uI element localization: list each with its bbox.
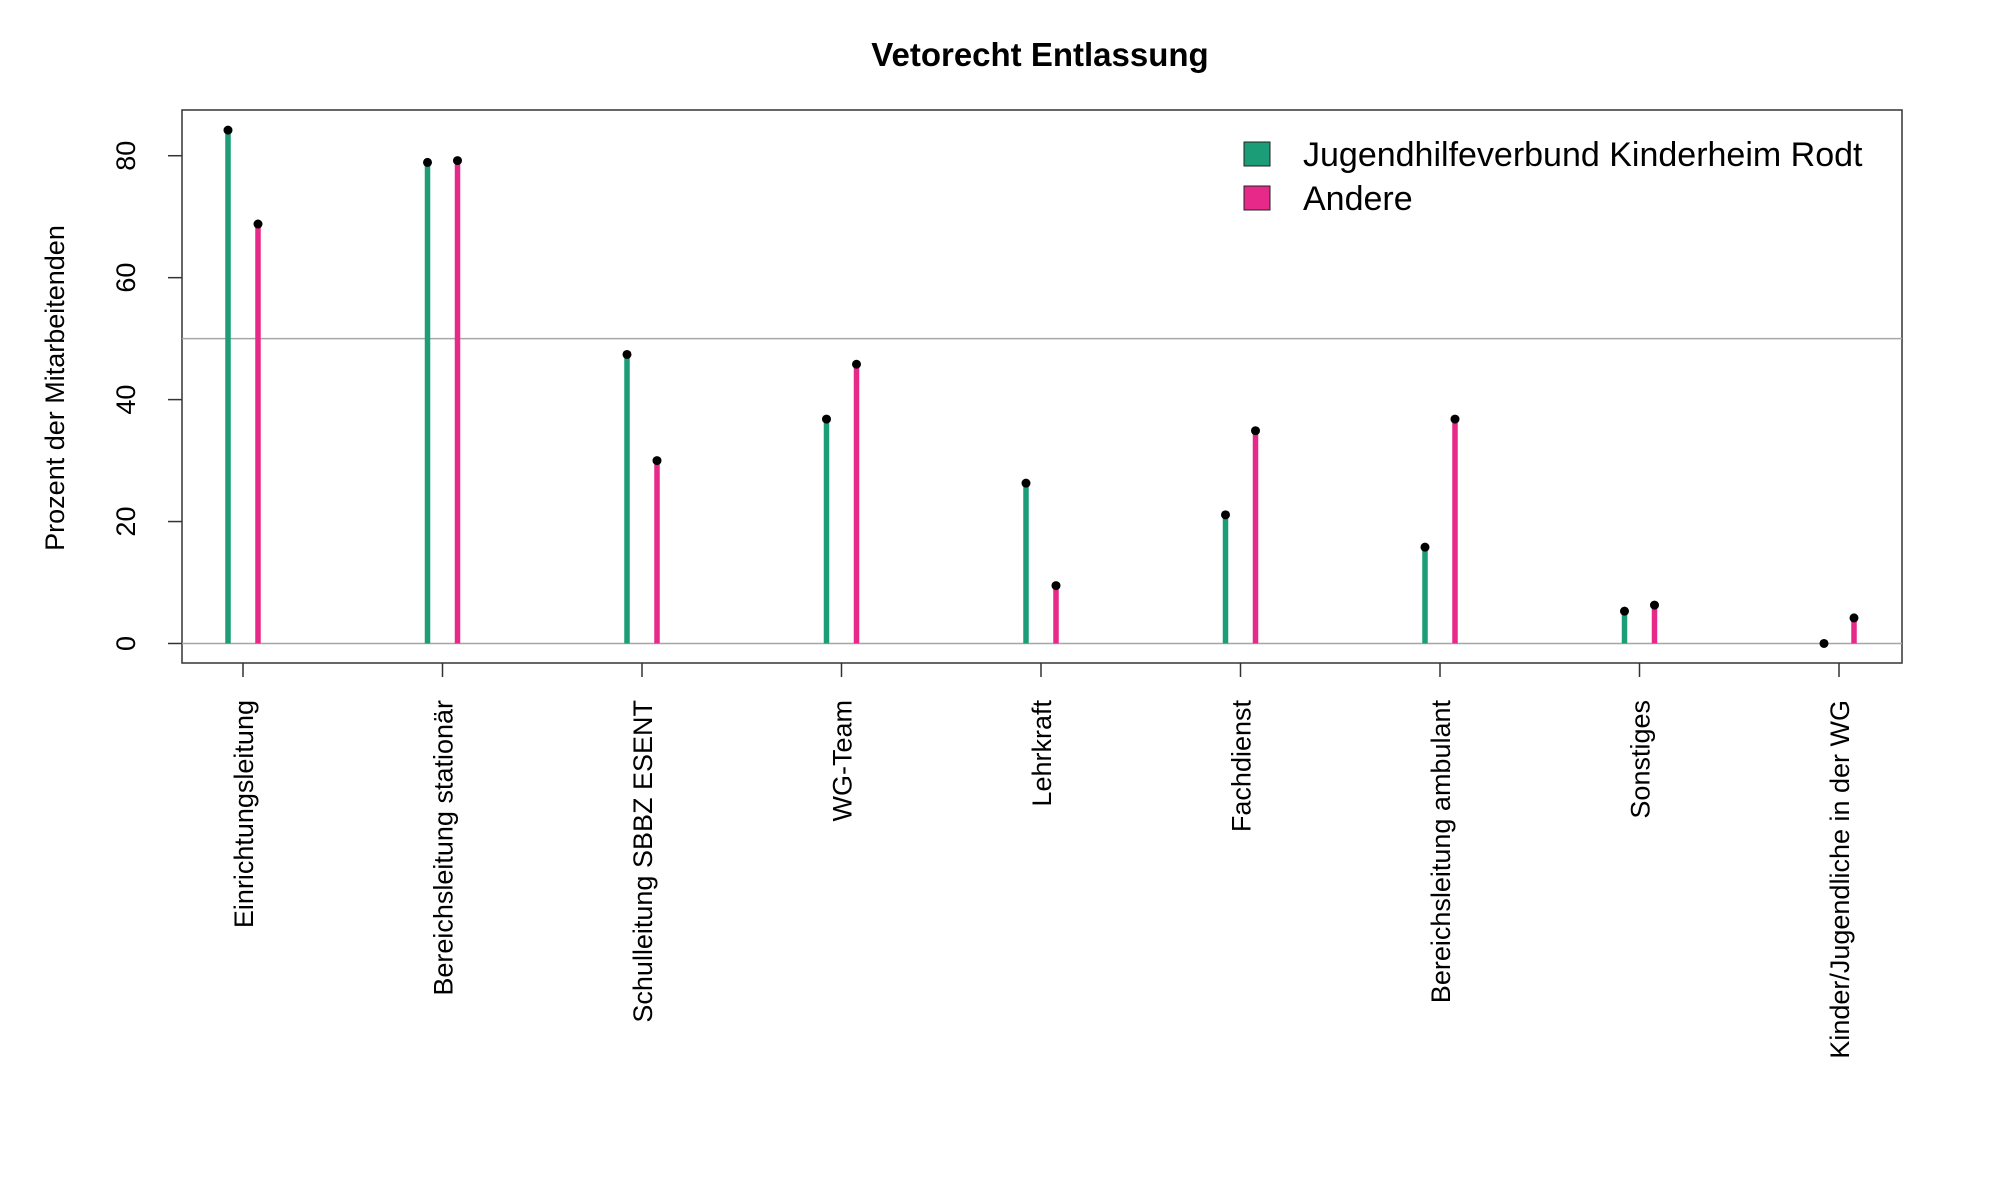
plot-frame	[181, 109, 1903, 664]
y-tick-label: 20	[111, 507, 141, 537]
category-label: Sonstiges	[1626, 700, 1656, 819]
y-axis-label: Prozent der Mitarbeitenden	[40, 225, 70, 551]
reference-lines	[182, 337, 1902, 645]
data-point	[1221, 510, 1230, 520]
legend-label: Jugendhilfeverbund Kinderheim Rodt	[1303, 136, 1863, 174]
y-axis: 0 20 40 60 80	[111, 141, 182, 651]
data-point	[622, 349, 632, 359]
data-point	[253, 219, 263, 229]
category-label: Fachdienst	[1227, 700, 1257, 833]
legend-swatch	[1243, 185, 1271, 211]
category-label: Schulleitung SBBZ ESENT	[628, 700, 658, 1023]
data-point	[852, 359, 861, 369]
category-label: Kinder/Jugendliche in der WG	[1825, 700, 1855, 1059]
data-point	[652, 456, 662, 466]
data-point	[223, 125, 233, 135]
y-tick-label: 80	[111, 141, 141, 171]
data-point	[1420, 542, 1430, 552]
y-tick-label: 40	[111, 385, 141, 415]
data-point	[1051, 581, 1061, 591]
y-tick-label: 0	[111, 636, 141, 651]
data-point	[1650, 600, 1659, 610]
data-point	[423, 157, 432, 167]
data-point	[1251, 426, 1260, 436]
data-point	[1819, 638, 1829, 648]
data-point	[1021, 478, 1031, 488]
chart-title: Vetorecht Entlassung	[871, 36, 1208, 73]
data-point	[1450, 414, 1460, 424]
legend: Jugendhilfeverbund Kinderheim Rodt Andere	[1243, 136, 1863, 218]
legend-label: Andere	[1303, 180, 1413, 218]
data-point	[1849, 613, 1859, 623]
legend-swatch	[1243, 141, 1271, 167]
category-label: Einrichtungsleitung	[229, 700, 259, 928]
x-axis: Einrichtungsleitung Bereichsleitung stati…	[229, 663, 1855, 1059]
data-point	[1620, 606, 1629, 616]
category-label: Lehrkraft	[1027, 700, 1057, 807]
category-label: Bereichsleitung stationär	[429, 700, 459, 996]
y-tick-label: 60	[111, 263, 141, 293]
category-label: WG-Team	[828, 700, 858, 822]
data-point	[822, 414, 831, 424]
data-point	[453, 156, 462, 166]
category-label: Bereichsleitung ambulant	[1426, 700, 1456, 1004]
data-marks	[223, 125, 1859, 648]
